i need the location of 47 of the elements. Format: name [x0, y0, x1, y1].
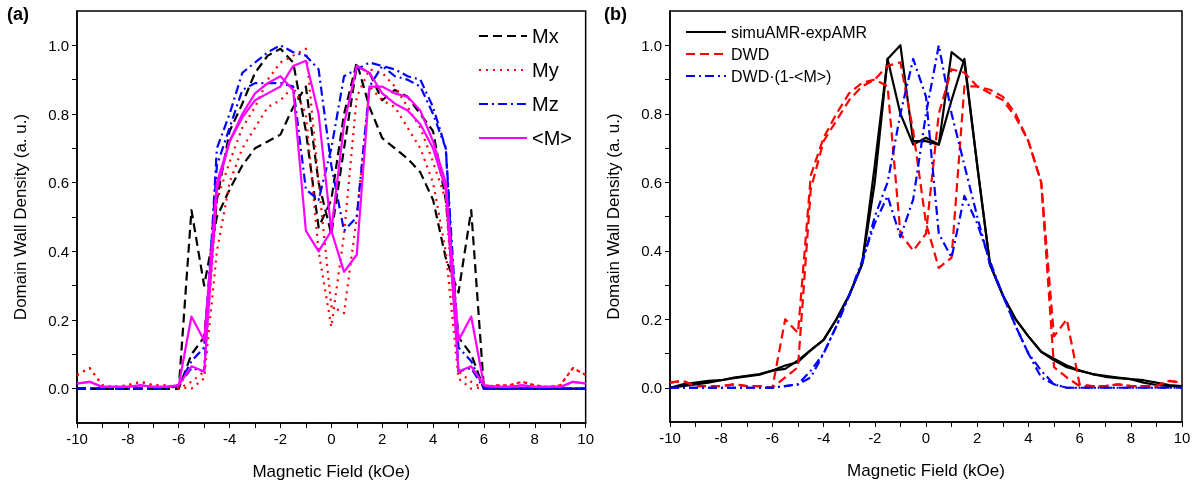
legend-label: simuAMR-expAMR	[731, 23, 868, 41]
y-tick-label: 0.8	[641, 105, 662, 123]
x-tick-label: 2	[973, 429, 982, 446]
x-tick-label: 0	[921, 429, 931, 446]
y-tick-label: 0.0	[641, 379, 662, 397]
x-tick-label: -8	[714, 429, 728, 446]
x-tick-label: -10	[66, 430, 88, 447]
x-tick-label: -4	[816, 429, 831, 446]
x-tick-label: -2	[273, 430, 288, 447]
y-tick-label: 0.8	[48, 105, 69, 123]
y-tick-label: 0.2	[641, 310, 662, 328]
x-tick-label: -2	[868, 429, 882, 446]
x-tick-label: -8	[121, 430, 135, 447]
x-tick-label: 10	[1173, 429, 1191, 446]
x-tick-label: 4	[428, 430, 438, 447]
x-tick-label: -10	[659, 429, 681, 446]
x-tick-label: 0	[327, 430, 336, 447]
y-tick-label: 0.6	[641, 173, 662, 191]
legend-label: DWD·(1-<M>)	[731, 67, 832, 85]
chart-title: (a)	[7, 4, 29, 24]
x-tick-label: 8	[1126, 429, 1135, 446]
legend-label: Mz	[531, 93, 559, 115]
y-tick-label: 0.6	[48, 174, 69, 192]
legend-label: Mx	[531, 25, 559, 47]
x-tick-label: -6	[765, 429, 780, 446]
x-tick-label: 4	[1024, 429, 1033, 446]
y-tick-label: 0.2	[48, 311, 69, 329]
y-tick-label: 0.4	[641, 242, 662, 260]
x-tick-label: 6	[479, 430, 489, 447]
y-tick-label: 1.0	[641, 36, 662, 54]
y-axis-title: Domain Wall Density (a. u.)	[11, 113, 30, 321]
x-axis-title: Magnetic Field (kOe)	[847, 461, 1005, 480]
x-tick-label: -6	[172, 430, 186, 447]
x-tick-label: 10	[577, 430, 594, 447]
x-tick-label: 8	[530, 430, 539, 447]
y-tick-label: 0.0	[48, 380, 69, 398]
chart-title: (b)	[604, 4, 627, 24]
y-tick-label: 0.4	[48, 242, 69, 260]
y-axis-title: Domain Wall Density (a. u.)	[604, 113, 623, 320]
x-tick-label: -4	[222, 430, 237, 447]
legend-label: <M>	[531, 127, 573, 149]
x-tick-label: 2	[378, 430, 387, 447]
legend-label: DWD	[731, 45, 770, 63]
legend-label: My	[531, 59, 559, 81]
x-tick-label: 6	[1075, 429, 1084, 446]
x-axis-title: Magnetic Field (kOe)	[252, 462, 411, 481]
y-tick-label: 1.0	[48, 36, 69, 54]
